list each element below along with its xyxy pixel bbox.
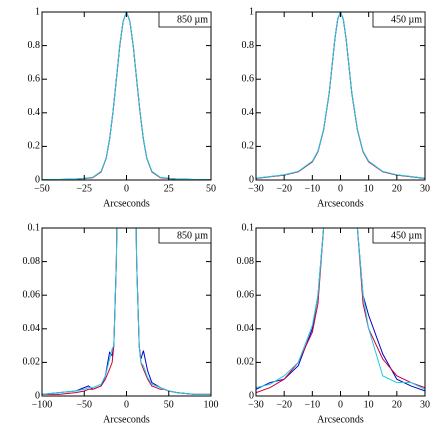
x-axis-label: Arcseconds	[103, 198, 150, 209]
x-axis-label: Arcseconds	[103, 414, 150, 425]
y-tick-label: 0.6	[242, 73, 255, 84]
x-tick-label: 50	[206, 183, 216, 194]
y-tick-label: 0.4	[28, 107, 41, 118]
annotation: 450 µm	[391, 230, 422, 241]
annotation-box	[372, 11, 426, 28]
y-tick-label: 0.06	[23, 289, 41, 300]
series-line	[256, 228, 425, 394]
annotation-box	[158, 227, 212, 244]
x-tick-label: −10	[305, 399, 321, 410]
x-tick-label: −30	[248, 183, 264, 194]
x-tick-label: 0	[124, 399, 129, 410]
x-axis-label: Arcseconds	[317, 414, 364, 425]
x-tick-label: −50	[76, 399, 92, 410]
series-line	[256, 228, 425, 392]
x-tick-label: 30	[420, 183, 430, 194]
series-line	[42, 228, 211, 395]
annotation-box	[372, 227, 426, 244]
series-line	[42, 12, 211, 180]
x-tick-label: 10	[364, 399, 374, 410]
plot-frame	[255, 11, 426, 181]
series-line	[256, 12, 425, 179]
y-tick-label: 0	[35, 174, 40, 185]
x-tick-label: −25	[76, 183, 92, 194]
y-tick-label: 0.08	[23, 256, 41, 267]
y-tick-label: 0.8	[242, 40, 255, 51]
x-tick-label: 25	[164, 183, 174, 194]
series-line	[256, 228, 425, 390]
x-tick-label: 0	[338, 183, 343, 194]
series-line	[42, 228, 211, 395]
x-tick-label: 50	[164, 399, 174, 410]
x-tick-label: 0	[338, 399, 343, 410]
y-tick-label: 0.04	[237, 323, 255, 334]
x-tick-label: −100	[32, 399, 53, 410]
y-tick-label: 0.1	[28, 222, 41, 233]
y-tick-label: 0.02	[237, 357, 255, 368]
x-tick-label: 10	[364, 183, 374, 194]
annotation: 450 µm	[391, 14, 422, 25]
plot-frame	[41, 227, 212, 397]
x-tick-label: 100	[204, 399, 219, 410]
y-tick-label: 0.4	[242, 107, 255, 118]
y-tick-label: 1	[35, 6, 40, 17]
x-tick-label: 30	[420, 399, 430, 410]
x-tick-label: −10	[305, 183, 321, 194]
series-line	[256, 12, 425, 179]
y-tick-label: 0.04	[23, 323, 41, 334]
y-tick-label: 0.6	[28, 73, 41, 84]
series-line	[42, 12, 211, 180]
y-tick-label: 0.2	[242, 141, 255, 152]
x-tick-label: −20	[276, 399, 292, 410]
annotation: 850 µm	[177, 14, 208, 25]
annotation: 850 µm	[177, 230, 208, 241]
y-tick-label: 0.02	[23, 357, 41, 368]
y-tick-label: 0.08	[237, 256, 255, 267]
x-tick-label: 20	[392, 399, 402, 410]
y-tick-label: 0.1	[242, 222, 255, 233]
y-tick-label: 0.06	[237, 289, 255, 300]
x-tick-label: −20	[276, 183, 292, 194]
y-tick-label: 0	[249, 174, 254, 185]
annotation-box	[158, 11, 212, 28]
y-tick-label: 0	[249, 390, 254, 401]
series-line	[42, 12, 211, 180]
x-tick-label: −30	[248, 399, 264, 410]
plot-frame	[41, 11, 212, 181]
x-tick-label: 0	[124, 183, 129, 194]
x-tick-label: −50	[34, 183, 50, 194]
y-tick-label: 0.2	[28, 141, 41, 152]
series-line	[256, 12, 425, 179]
plot-frame	[255, 227, 426, 397]
y-tick-label: 1	[249, 6, 254, 17]
series-line	[42, 228, 211, 395]
y-tick-label: 0	[35, 390, 40, 401]
x-tick-label: 20	[392, 183, 402, 194]
y-tick-label: 0.8	[28, 40, 41, 51]
x-axis-label: Arcseconds	[317, 198, 364, 209]
